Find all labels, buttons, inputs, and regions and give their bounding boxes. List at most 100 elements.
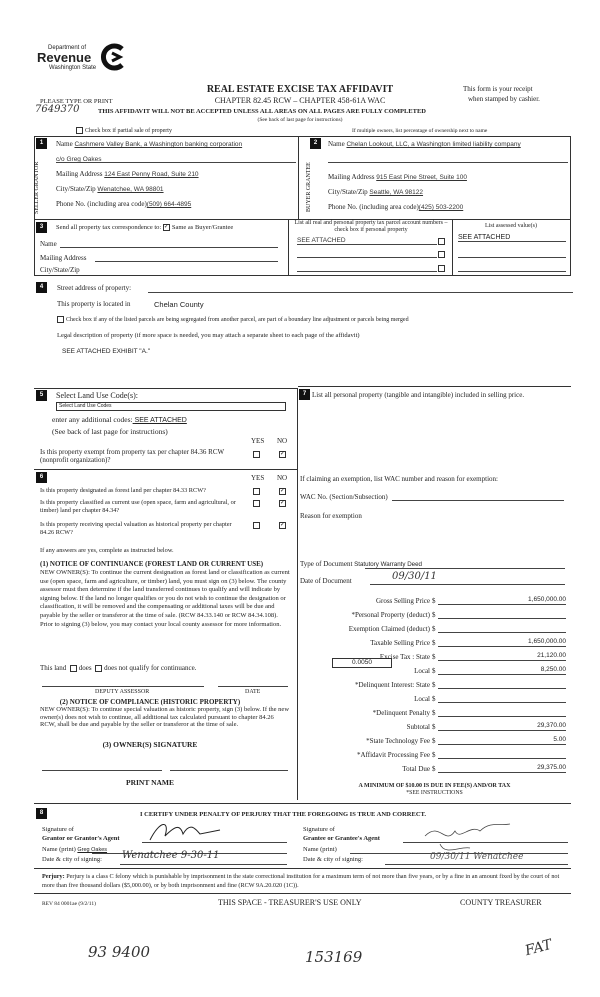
divider [298,386,571,387]
parcel-field[interactable]: SEE ATTACHED [297,236,437,245]
land-use-select[interactable]: Select Land Use Codes [56,402,286,411]
exempt-yes-checkbox[interactable] [253,450,260,458]
exempt-no-checkbox[interactable]: ✓ [279,450,286,458]
grantor-date-value[interactable]: Wenatchee 9-30-11 [122,850,220,861]
dollar-sign: $ [432,611,436,619]
tax-row-value[interactable]: 5.00 [438,736,566,745]
handwritten-number: 7649370 [35,104,80,115]
buyer-phone-field[interactable]: Phone No. (including area code)(425) 503… [328,203,464,211]
divider [288,219,289,276]
tax-row-value[interactable]: 29,370.00 [438,722,566,731]
dollar-sign: $ [432,667,436,675]
does-not-checkbox[interactable] [95,664,103,672]
grantee-name-field[interactable] [350,853,568,854]
corr-city-field[interactable]: City/State/Zip [40,266,80,274]
checkbox[interactable] [438,264,445,272]
segregated-checkbox[interactable]: Check box if any of the listed parcels a… [57,316,409,323]
owner-signature-line[interactable] [42,770,162,771]
corr-address-field[interactable]: Mailing Address [40,254,87,262]
type-or-print: PLEASE TYPE OR PRINT [40,98,113,105]
tax-row-label: Taxable Selling Price [370,639,430,647]
section-5-badge: 5 [36,390,47,401]
current-use-yes-checkbox[interactable] [253,499,260,507]
see-instructions: *SEE INSTRUCTIONS [406,790,463,796]
street-address-field[interactable]: Street address of property: [57,284,132,292]
legal-description-value[interactable]: SEE ATTACHED EXHIBIT "A." [62,348,151,355]
notice-continuance-text: NEW OWNER(S): To continue the current de… [40,569,290,628]
rule [458,271,566,272]
section-2-badge: 2 [310,138,321,149]
buyer-city-field[interactable]: City/State/Zip Seattle, WA 98122 [328,188,424,196]
rule [365,568,565,569]
county-value[interactable]: Chelan County [154,300,204,309]
additional-codes-field[interactable]: enter any additional codes: SEE ATTACHED [52,415,187,424]
historic-yes-checkbox[interactable] [253,521,260,529]
logo-state: Washington State [49,65,97,71]
wac-field[interactable]: WAC No. (Section/Subsection) [300,493,388,501]
tax-row-label: *Delinquent Penalty [372,709,430,717]
doc-type-field[interactable]: Type of Document Statutory Warranty Deed [300,560,423,568]
tax-row-label: Subtotal [406,723,430,731]
assessed-field[interactable]: SEE ATTACHED [458,234,566,242]
partial-sale-checkbox[interactable]: Check box if partial sale of property [76,127,172,134]
grantee-date-value[interactable]: 09/30/11 Wenatchee [430,852,524,862]
tax-row-value[interactable] [438,680,566,689]
tax-row-value[interactable]: 8,250.00 [438,666,566,675]
warning: THIS AFFIDAVIT WILL NOT BE ACCEPTED UNLE… [98,108,426,115]
current-use-question: Is this property classified as current u… [40,499,236,514]
divider [34,803,571,804]
grantor-signature-image [149,824,221,841]
owner-signature-line-2[interactable] [170,770,288,771]
seller-name2-field[interactable]: c/o Greg Oakes [56,156,102,163]
tax-row-label: *Delinquent Interest: State [354,681,430,689]
corr-name-field[interactable]: Name [40,240,57,248]
receipt-note-2: when stamped by cashier. [468,95,540,103]
forest-no-checkbox[interactable]: ✓ [279,487,286,495]
historic-no-checkbox[interactable]: ✓ [279,521,286,529]
grantor-sig-label: Signature of [42,826,74,833]
same-as-buyer-checkbox[interactable]: ✓ [162,224,170,232]
tax-row-value[interactable]: 1,650,000.00 [438,638,566,647]
tax-row-value[interactable] [438,750,566,759]
grantee-signature-field[interactable] [403,842,568,843]
tax-row-label: Excise Tax : State [379,653,430,661]
forest-yes-checkbox[interactable] [253,487,260,495]
doc-date-value[interactable]: 09/30/11 [392,571,437,582]
divider [34,388,298,389]
dollar-sign: $ [432,765,436,773]
seller-phone-field[interactable]: Phone No. (including area code)(509) 664… [56,200,192,208]
legal-description-label: Legal description of property (if more s… [57,332,360,339]
tax-row-value[interactable] [438,610,566,619]
tax-row-value[interactable]: 1,650,000.00 [438,596,566,605]
date-line[interactable] [218,686,288,687]
seller-city-field[interactable]: City/State/Zip Wenatchee, WA 98801 [56,185,164,193]
rule [297,271,437,272]
grantor-signature-field[interactable] [142,842,287,843]
dollar-sign: $ [432,695,436,703]
tax-row-value[interactable] [438,624,566,633]
tax-row-value[interactable] [438,694,566,703]
buyer-address-field[interactable]: Mailing Address 915 East Pine Street, Su… [328,173,467,181]
dollar-sign: $ [432,625,436,633]
deputy-signature-line[interactable] [42,686,204,687]
buyer-name-field[interactable]: Name Chelan Lookout, LLC, a Washington l… [328,140,521,148]
personal-property-checkbox[interactable] [438,237,447,245]
tax-row-value[interactable]: 29,375.00 [438,764,566,773]
land-use-label: Select Land Use Code(s): [56,391,138,400]
grantor-name-field[interactable]: Name (print) Greg Oakes [42,846,108,853]
tax-row-value[interactable]: 21,120.00 [438,652,566,661]
dollar-sign: $ [432,737,436,745]
seller-address-field[interactable]: Mailing Address 124 East Penny Road, Sui… [56,170,199,178]
rule [148,292,573,293]
buyer-label: BUYER GRANTEE [306,162,312,213]
grantor-agent-label: Grantor or Grantor's Agent [42,835,120,842]
exemption-label: If claiming an exemption, list WAC numbe… [300,475,498,483]
seller-name-field[interactable]: Name Cashmere Valley Bank, a Washington … [56,140,243,148]
does-checkbox[interactable] [69,664,77,672]
tax-row-value[interactable] [438,708,566,717]
yes-header: YES [251,474,265,482]
section-1-badge: 1 [36,138,47,149]
local-rate-field[interactable]: 0.0050 [332,658,392,668]
checkbox[interactable] [438,250,445,258]
current-use-no-checkbox[interactable]: ✓ [279,499,286,507]
